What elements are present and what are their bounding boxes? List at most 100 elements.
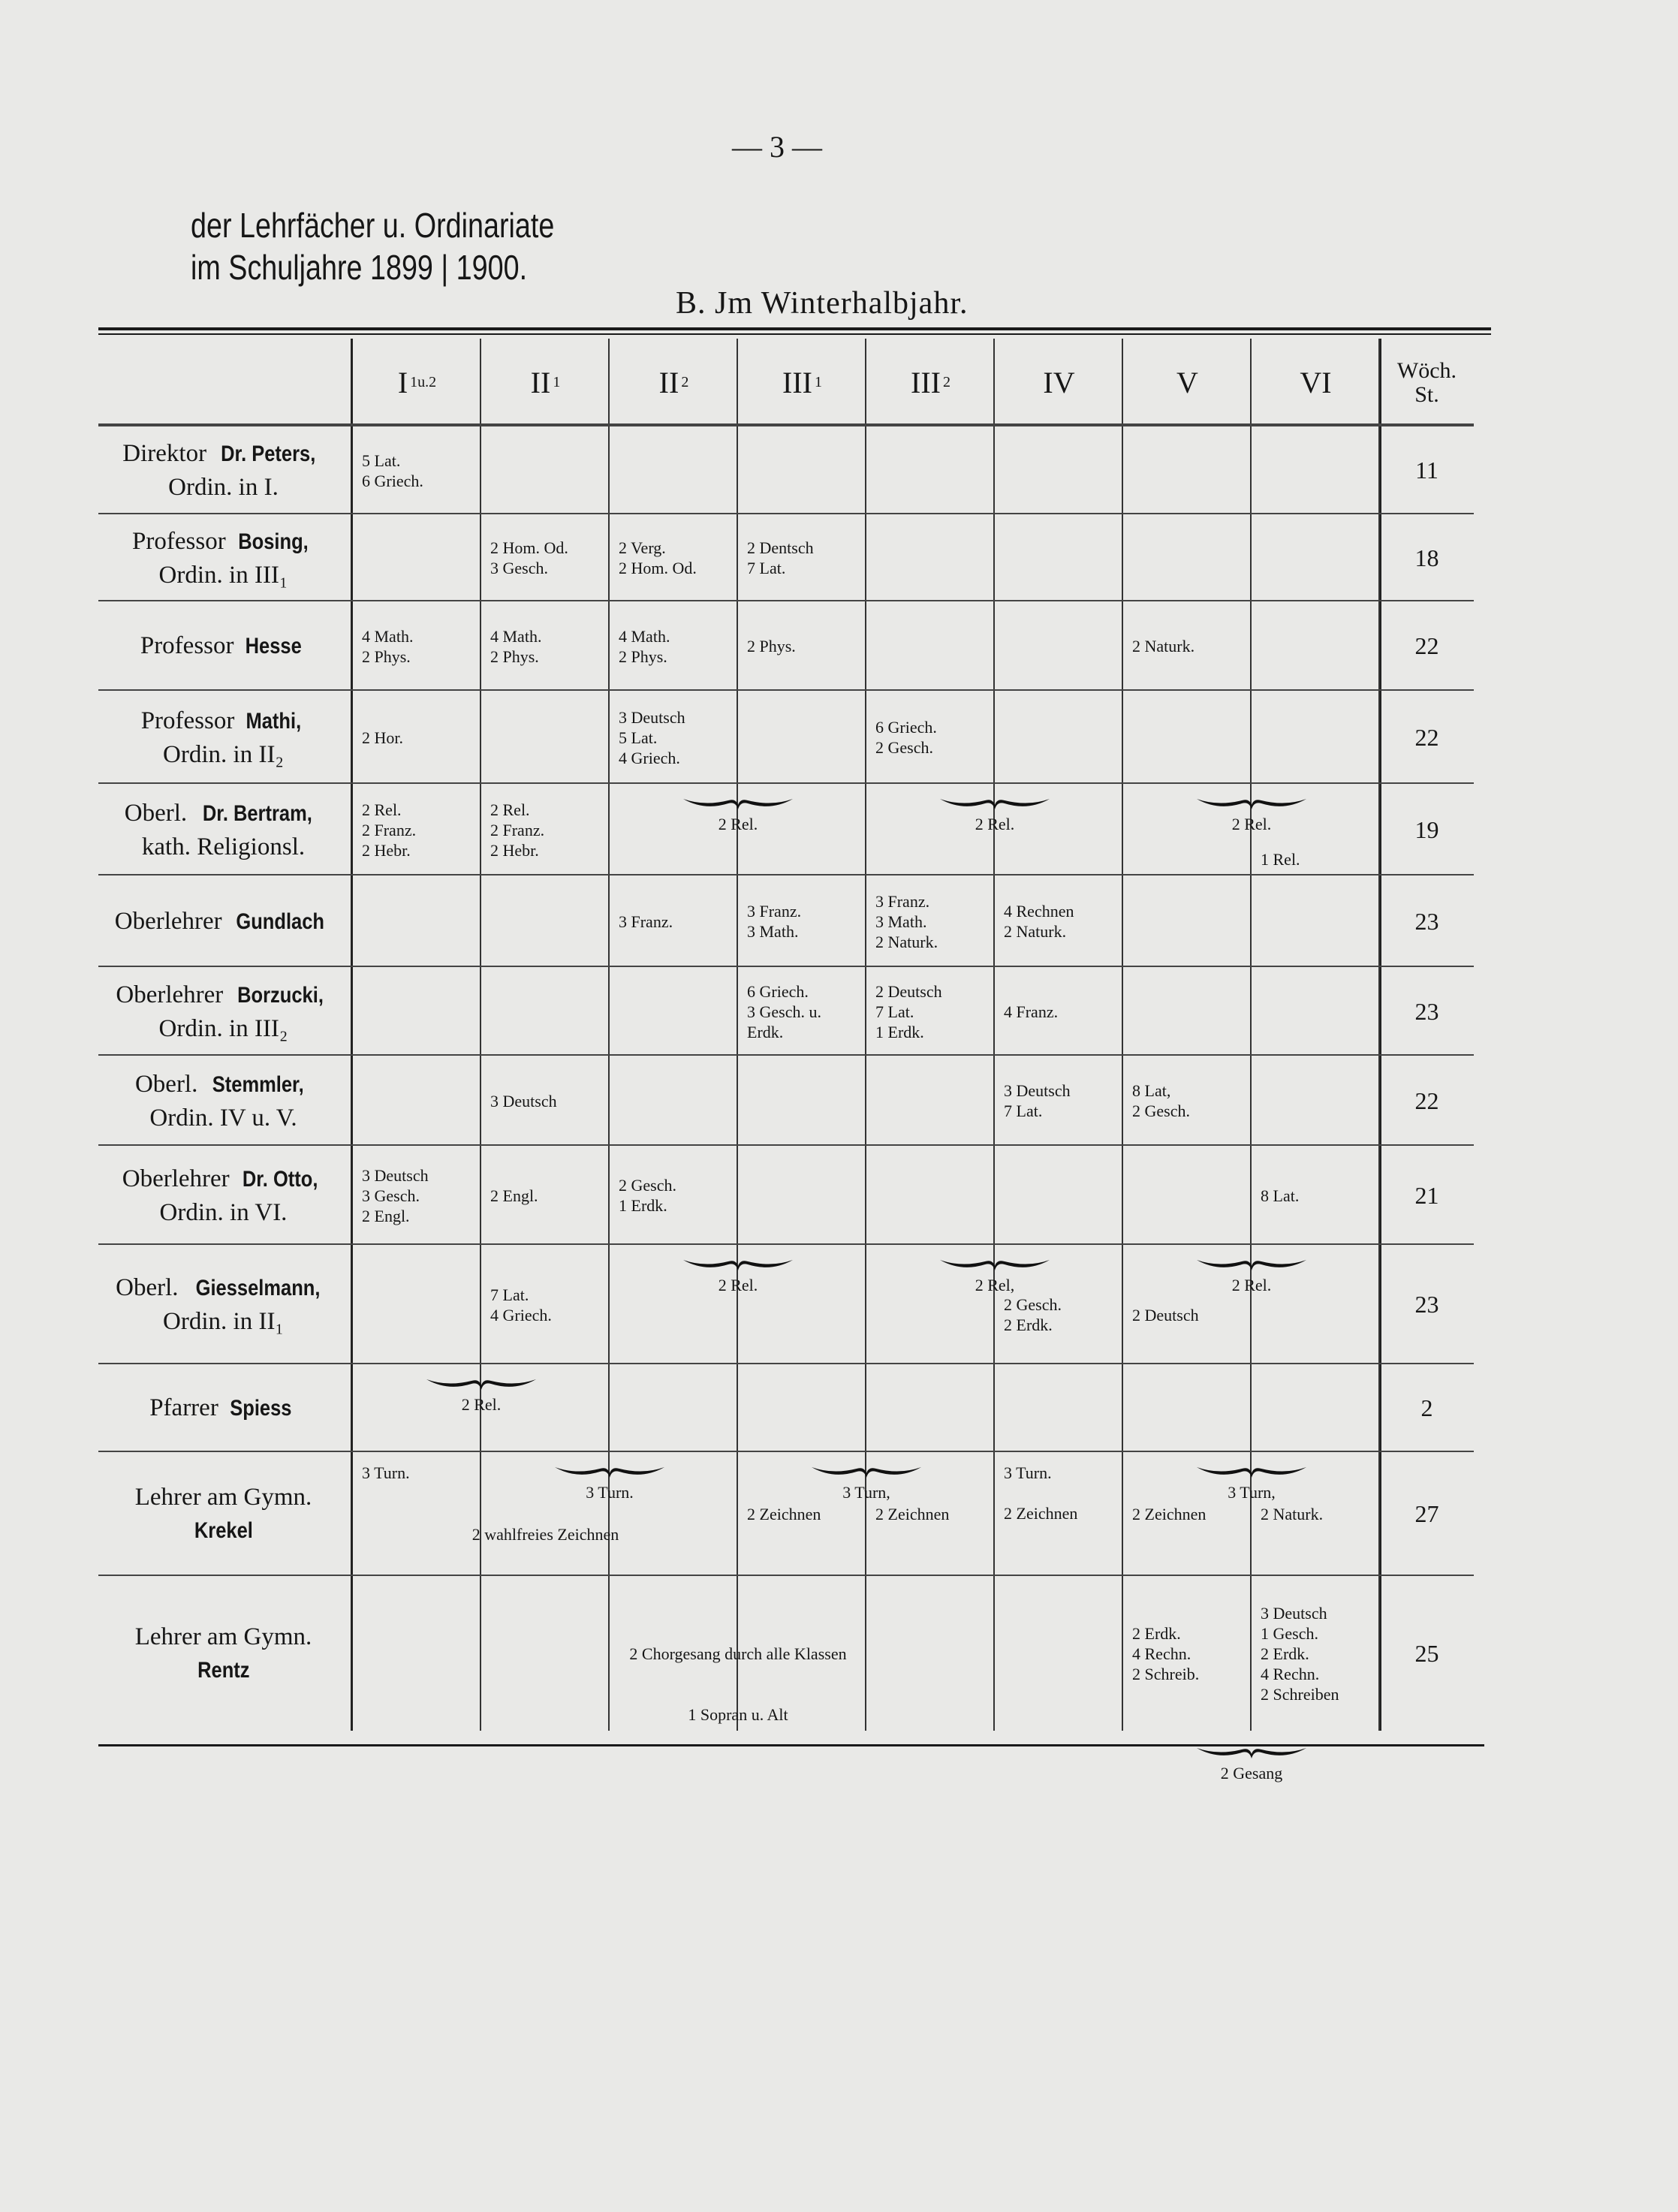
cell-bg [738, 339, 866, 426]
cell-bg [610, 1364, 738, 1452]
weekly-hours-total: 23 [1414, 997, 1439, 1025]
lesson-cell: 2 Zeichnen [866, 1452, 995, 1576]
column-header-sub: 2 [681, 374, 689, 390]
lesson-line: 2 Rel. [975, 815, 1015, 833]
cell-bg [866, 1576, 995, 1731]
lesson-line: 2 Zeichnen [875, 1505, 950, 1523]
lesson-line: 2 Deutsch [875, 981, 942, 1001]
lesson-line: 8 Lat, [1132, 1081, 1171, 1100]
brace-icon [812, 1467, 921, 1478]
cell-bg [1252, 691, 1380, 784]
title-line-2: im Schuljahre 1899 | 1900. [191, 248, 528, 287]
cell-bg [353, 1056, 481, 1146]
teacher-row: Lehrer am Gymn. Rentz 2 Chorgesang durch a… [98, 1576, 1474, 1783]
cell-bg [98, 875, 353, 967]
weekly-hours-total: 11 [1415, 457, 1439, 484]
lesson-line: 4 Math. [619, 626, 670, 646]
cell-bg [866, 339, 995, 426]
teacher-surname: Dr. Peters, [221, 441, 316, 466]
lesson-line: 2 Naturk. [875, 932, 938, 951]
lesson-line: 2 Dentsch [747, 538, 814, 557]
lesson-cell: 3 Franz. 3 Math. [738, 875, 866, 967]
row-rule [98, 966, 1474, 967]
column-header-main: VI [1300, 366, 1332, 399]
teacher-name: Professor Mathi, Ordin. in II₂ [98, 691, 353, 784]
cell-bg [1252, 426, 1380, 514]
cell-bg [1252, 1364, 1380, 1452]
cell-bg [610, 339, 738, 426]
weekly-hours-header-line: St. [1414, 381, 1439, 407]
teacher-role: Ordin. in III₂ [158, 1014, 288, 1042]
lesson-cell: 2 Phys. [738, 601, 866, 691]
cell-bg [866, 967, 995, 1056]
cell-bg [610, 514, 738, 601]
row-rule [98, 1451, 1474, 1452]
brace-icon [1197, 1748, 1306, 1758]
cell-bg [610, 1245, 738, 1364]
lesson-cell: 2 Deutsch 7 Lat. 1 Erdk. [866, 967, 995, 1056]
weekly-hours-total: 18 [1414, 544, 1439, 571]
brace-icon [1197, 799, 1306, 809]
cell-bg [1380, 691, 1474, 784]
lesson-cell: 7 Lat. 4 Griech. [481, 1245, 610, 1364]
lesson-cell: 4 Rechnen 2 Naturk. [995, 875, 1123, 967]
teacher-name: Oberl. Dr. Bertram, kath. Religionsl. [98, 784, 353, 875]
lesson-line: 7 Lat. [490, 1285, 529, 1304]
cell-bg [1380, 875, 1474, 967]
joint-lesson: 2 Rel. [866, 784, 1123, 875]
page-title: der Lehrfächer u. Ordinariate im Schulja… [191, 204, 554, 288]
column-header: I 1u.2 [353, 339, 481, 426]
cell-bg [481, 601, 610, 691]
cell-bg [1380, 967, 1474, 1056]
weekly-hours-total: 23 [1414, 907, 1439, 935]
column-header: V [1123, 339, 1252, 426]
teacher-name: Lehrer am Gymn. Rentz [98, 1576, 353, 1731]
cell-bg [738, 784, 866, 875]
lesson-cell: 2 Verg. 2 Hom. Od. [610, 514, 738, 601]
cell-bg [353, 875, 481, 967]
cell-bg [738, 1452, 866, 1576]
teacher-name-line-1: Pfarrer Spiess [149, 1391, 297, 1425]
cell-bg [353, 426, 481, 514]
lesson-cell: 2 Zeichnen [1123, 1452, 1252, 1576]
teacher-row: Oberlehrer Borzucki, Ordin. in III₂ 6 Grie… [98, 967, 1474, 1056]
row-rule [98, 782, 1474, 784]
lesson-line: 2 Erdk. [1261, 1644, 1309, 1663]
teacher-title: Oberl. [124, 799, 188, 827]
lesson-line: 2 Chorgesang durch alle Klassen [629, 1644, 847, 1663]
cell-bg [738, 1146, 866, 1245]
lesson-cell: 2 Hom. Od. 3 Gesch. [481, 514, 610, 601]
lesson-line: 2 Hom. Od. [490, 538, 568, 557]
weekly-hours-total: 2 [1420, 1394, 1433, 1421]
lesson-cell: 3 Deutsch 3 Gesch. 2 Engl. [353, 1146, 481, 1245]
weekly-hours-header: Wöch. St. [1380, 339, 1474, 426]
teacher-title: Direktor [122, 440, 207, 467]
cell-bg [1123, 426, 1252, 514]
column-header-sub: 1 [553, 374, 561, 390]
teacher-surname: Dr. Bertram, [203, 800, 313, 826]
lesson-line: 2 Erdk. [1004, 1315, 1053, 1334]
lesson-line: 2 Gesch. [875, 738, 933, 757]
lesson-cell: 3 Turn. [353, 1452, 481, 1576]
teacher-surname: Borzucki, [236, 982, 324, 1008]
row-rule [98, 600, 1474, 601]
lesson-cell: 4 Math. 2 Phys. [610, 601, 738, 691]
schedule-table: I 1u.2 II 1 II 2 III 1 III 2 IV V VI Wöch. St. Direktor… [98, 339, 1474, 1783]
teacher-surname: Dr. Otto, [242, 1166, 318, 1192]
cell-bg [1380, 784, 1474, 875]
joint-lesson: 2 Rel, [866, 1245, 1123, 1364]
cell-bg [1123, 967, 1252, 1056]
teacher-role: Ordin. in I. [168, 474, 279, 501]
cell-bg [866, 1056, 995, 1146]
cell-bg [1380, 1056, 1474, 1146]
top-rule-thin [98, 333, 1491, 335]
cell-bg [353, 339, 481, 426]
cell-bg [98, 339, 353, 426]
row-rule [98, 689, 1474, 691]
lesson-line: 3 Franz. [619, 912, 673, 931]
teacher-title: Oberlehrer [122, 1165, 230, 1192]
lesson-cell: 2 wahlfreies Zeichnen [353, 1452, 738, 1576]
cell-bg [995, 1364, 1123, 1452]
brace-icon [683, 799, 793, 809]
joint-lesson: 3 Turn, [738, 1452, 995, 1576]
